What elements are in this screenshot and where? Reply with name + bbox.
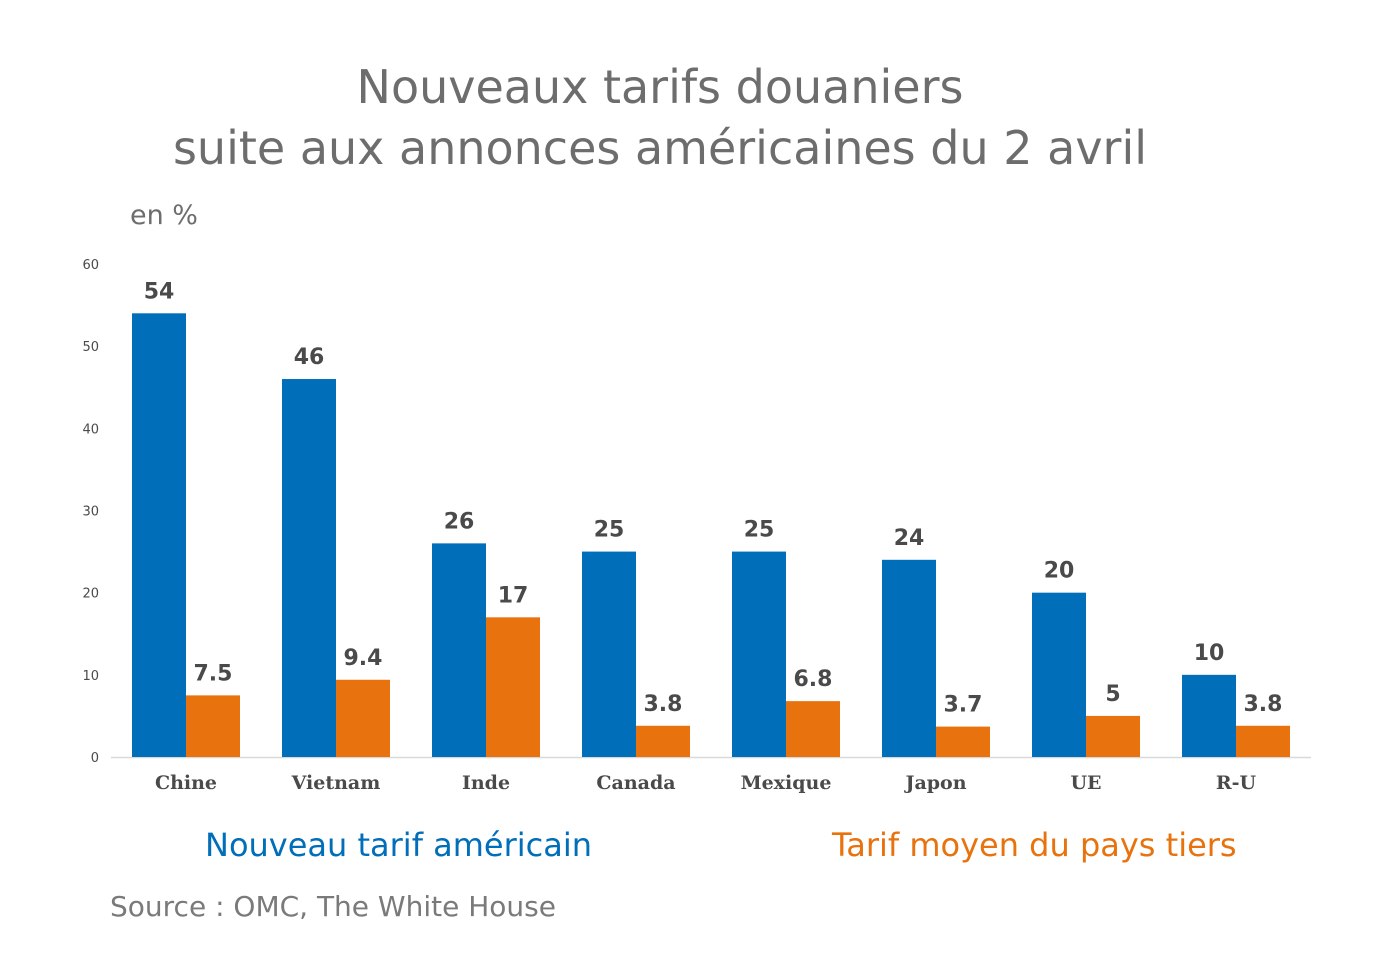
bar-tarif-moyen	[336, 679, 390, 757]
data-label: 10	[1194, 641, 1225, 666]
data-label: 3.8	[1244, 692, 1283, 717]
bar-nouveau-tarif	[432, 543, 486, 757]
legend-entry-tarif-moyen: Tarif moyen du pays tiers	[832, 826, 1237, 864]
data-label: 7.5	[194, 661, 233, 686]
data-label: 5	[1105, 682, 1120, 707]
data-label: 24	[894, 526, 925, 551]
bar-nouveau-tarif	[132, 313, 186, 757]
x-tick-label: R-U	[1216, 772, 1257, 794]
source-note: Source : OMC, The White House	[110, 890, 556, 923]
bar-tarif-moyen	[1236, 725, 1290, 757]
data-label: 3.7	[944, 693, 983, 718]
x-tick-label: Canada	[596, 772, 675, 794]
data-label: 26	[444, 509, 475, 534]
x-tick-label: UE	[1070, 772, 1101, 794]
chart-title-line-2: suite aux annonces américaines du 2 avri…	[172, 121, 1148, 175]
x-tick-label: Vietnam	[291, 772, 381, 794]
bar-tarif-moyen	[936, 726, 990, 757]
data-label: 9.4	[344, 646, 383, 671]
data-label: 54	[144, 279, 175, 304]
bar-tarif-moyen	[636, 725, 690, 757]
bar-nouveau-tarif	[882, 559, 936, 757]
x-tick-label: Japon	[903, 772, 966, 794]
data-label: 3.8	[644, 692, 683, 717]
data-label: 25	[744, 518, 775, 543]
bar-nouveau-tarif	[1182, 674, 1236, 757]
y-tick-label: 30	[82, 505, 99, 520]
y-tick-label: 20	[82, 587, 99, 602]
y-tick-label: 10	[82, 669, 99, 684]
data-label: 6.8	[794, 667, 833, 692]
data-label: 25	[594, 518, 625, 543]
data-label: 17	[498, 583, 529, 608]
y-tick-label: 0	[91, 751, 99, 766]
bar-nouveau-tarif	[282, 379, 336, 757]
bar-tarif-moyen	[1086, 715, 1140, 757]
y-tick-label: 60	[82, 258, 99, 273]
bar-tarif-moyen	[786, 701, 840, 757]
bar-nouveau-tarif	[1032, 592, 1086, 757]
bar-tarif-moyen	[186, 695, 240, 757]
bar-tarif-moyen	[486, 617, 540, 757]
y-tick-label: 40	[82, 422, 99, 437]
bar-nouveau-tarif	[582, 551, 636, 757]
legend-entry-nouveau-tarif: Nouveau tarif américain	[205, 826, 593, 864]
unit-label: en %	[130, 200, 198, 231]
x-tick-label: Mexique	[741, 772, 832, 794]
data-label: 20	[1044, 559, 1075, 584]
y-tick-label: 50	[82, 340, 99, 355]
data-label: 46	[294, 345, 325, 370]
bar-nouveau-tarif	[732, 551, 786, 757]
x-tick-label: Chine	[155, 772, 217, 794]
chart-title-line-1: Nouveaux tarifs douaniers	[356, 60, 964, 114]
x-tick-label: Inde	[462, 772, 510, 794]
